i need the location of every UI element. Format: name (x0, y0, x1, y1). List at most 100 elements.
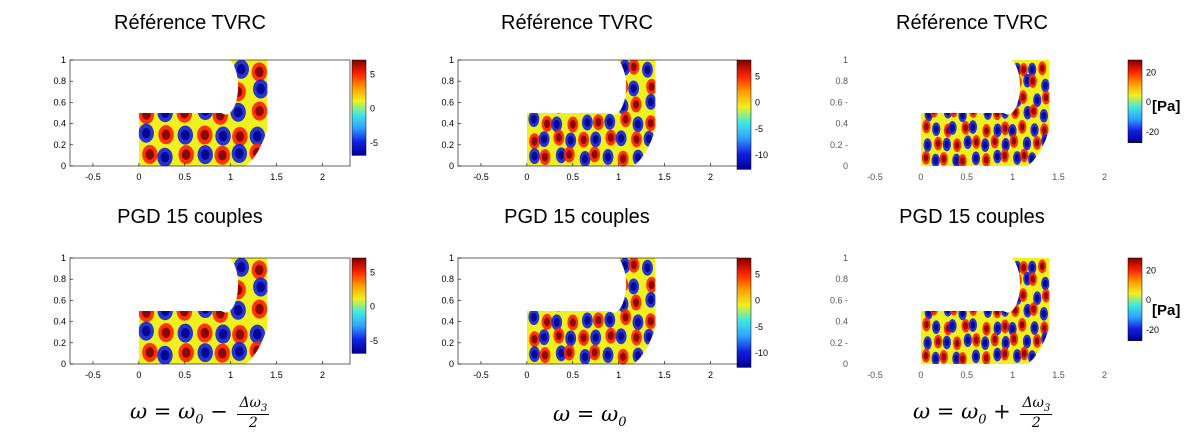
y-tick-label: 0.6 (53, 97, 66, 107)
title-ref-right: Référence TVRC (896, 12, 1048, 34)
y-tick-label: 0.2 (53, 338, 66, 348)
pressure-field (526, 258, 656, 365)
colorbar-tick-label: 20 (1146, 67, 1156, 77)
title-pgd-right: PGD 15 couples (899, 206, 1045, 228)
x-tick-label: 1 (616, 370, 621, 380)
x-tick-label: 1.5 (270, 370, 283, 380)
x-tick-label: 2 (320, 370, 325, 380)
colorbar-tick-label: 0 (370, 104, 375, 114)
formula-right: ω = ω0 + Δω3 2 (913, 395, 1053, 431)
x-tick-label: 2 (708, 172, 713, 182)
y-tick-label: 0 (61, 359, 66, 369)
colorbar-tick-label: 0 (370, 302, 375, 312)
y-tick-label: 1 (843, 55, 848, 65)
y-tick-label: 0.8 (441, 274, 454, 284)
colorbar-tick-label: 0 (755, 296, 760, 306)
pressure-field (138, 60, 268, 167)
y-tick-label: 0.4 (441, 119, 454, 129)
colorbar-tick-label: 5 (755, 269, 760, 279)
y-tick-label: 0.6 - (830, 295, 848, 305)
y-tick-label: 0.2 (441, 338, 454, 348)
plot-ref-1: -0.5 0 0.5 1 1.5 2 0 0.2 0.4 0.6 0.8 1 5 0 -5 -10 (441, 55, 768, 182)
y-tick-label: 0.8 (835, 274, 848, 284)
y-tick-label: 0.4 (835, 119, 848, 129)
y-tick-label: 0.4 (835, 317, 848, 327)
x-tick-label: 1 (1010, 370, 1015, 380)
x-tick-label: 0.5 (566, 172, 579, 182)
x-tick-label: 0 (136, 172, 141, 182)
colorbar (1127, 257, 1143, 341)
colorbar (1127, 59, 1143, 143)
x-tick-label: 1 (228, 370, 233, 380)
x-tick-label: -0.5 (867, 370, 883, 380)
colorbar-tick-label: 0 (1146, 295, 1151, 305)
y-tick-label: 0.8 (53, 76, 66, 86)
pressure-field (920, 60, 1050, 168)
y-tick-label: 0.6 - (830, 97, 848, 107)
y-tick-label: 1 (61, 55, 66, 65)
x-tick-label: 2 (1102, 172, 1107, 182)
colorbar-tick-label: 0 (1146, 97, 1151, 107)
x-tick-label: 0 (918, 370, 923, 380)
x-tick-label: 1.5 (1052, 370, 1065, 380)
title-pgd-middle: PGD 15 couples (504, 206, 650, 228)
colorbar-tick-label: -20 (1146, 325, 1159, 335)
y-tick-label: 1 (61, 253, 66, 263)
y-tick-label: 0 (843, 161, 848, 171)
y-tick-label: 0.6 (441, 295, 454, 305)
colorbar-tick-label: -5 (755, 322, 763, 332)
x-tick-label: 2 (708, 370, 713, 380)
colorbar-tick-label: -5 (370, 336, 378, 346)
x-tick-label: 0.5 (178, 370, 191, 380)
colorbar (736, 59, 752, 170)
y-tick-label: 0.4 (441, 317, 454, 327)
colorbar-tick-label: 20 (1146, 265, 1156, 275)
y-tick-label: 0.6 (53, 295, 66, 305)
colorbar-tick-label: -5 (370, 138, 378, 148)
y-tick-label: 0.6 (441, 97, 454, 107)
formula-middle: ω = ω0 (553, 402, 627, 431)
y-tick-label: 1 (449, 55, 454, 65)
x-tick-label: 0.5 (960, 370, 973, 380)
colorbar-tick-label: 0 (755, 98, 760, 108)
colorbar (351, 257, 367, 354)
y-tick-label: 1 (449, 253, 454, 263)
title-ref-middle: Référence TVRC (501, 12, 653, 34)
y-tick-label: 0 (449, 161, 454, 171)
title-pgd-left: PGD 15 couples (117, 206, 263, 228)
x-tick-label: 1.5 (270, 172, 283, 182)
plot-pgd-1: -0.5 0 0.5 1 1.5 2 0 0.2 0.4 0.6 0.8 1 5 0 -5 -10 (441, 253, 768, 380)
pressure-field (526, 60, 656, 167)
x-tick-label: 2 (1102, 370, 1107, 380)
y-tick-label: 0.8 (53, 274, 66, 284)
plot-ref-0: -0.5 0 0.5 1 1.5 2 0 0.2 0.4 0.6 0.8 1 5 0 -5 (53, 55, 378, 182)
x-tick-label: 0 (136, 370, 141, 380)
pressure-field (138, 258, 268, 365)
title-ref-left: Référence TVRC (114, 12, 266, 34)
y-tick-label: 1 (843, 253, 848, 263)
unit-label-bottom: [Pa] (1152, 302, 1181, 319)
colorbar (351, 59, 367, 156)
colorbar-tick-label: -5 (755, 124, 763, 134)
x-tick-label: 1.5 (1052, 172, 1065, 182)
pressure-field (920, 258, 1050, 366)
y-tick-label: 0.4 (53, 119, 66, 129)
y-tick-label: 0.2 - (830, 140, 848, 150)
y-tick-label: 0 (449, 359, 454, 369)
x-tick-label: 1.5 (658, 172, 671, 182)
y-tick-label: 0 (61, 161, 66, 171)
x-tick-label: -0.5 (85, 370, 101, 380)
x-tick-label: -0.5 (867, 172, 883, 182)
x-tick-label: -0.5 (85, 172, 101, 182)
y-tick-label: 0.8 (441, 76, 454, 86)
x-tick-label: 0 (918, 172, 923, 182)
y-tick-label: 0 (843, 359, 848, 369)
x-tick-label: 0.5 (566, 370, 579, 380)
x-tick-label: 1.5 (658, 370, 671, 380)
colorbar-tick-label: -10 (755, 150, 768, 160)
unit-label-top: [Pa] (1152, 98, 1181, 115)
x-tick-label: 1 (1010, 172, 1015, 182)
colorbar-tick-label: 5 (370, 267, 375, 277)
